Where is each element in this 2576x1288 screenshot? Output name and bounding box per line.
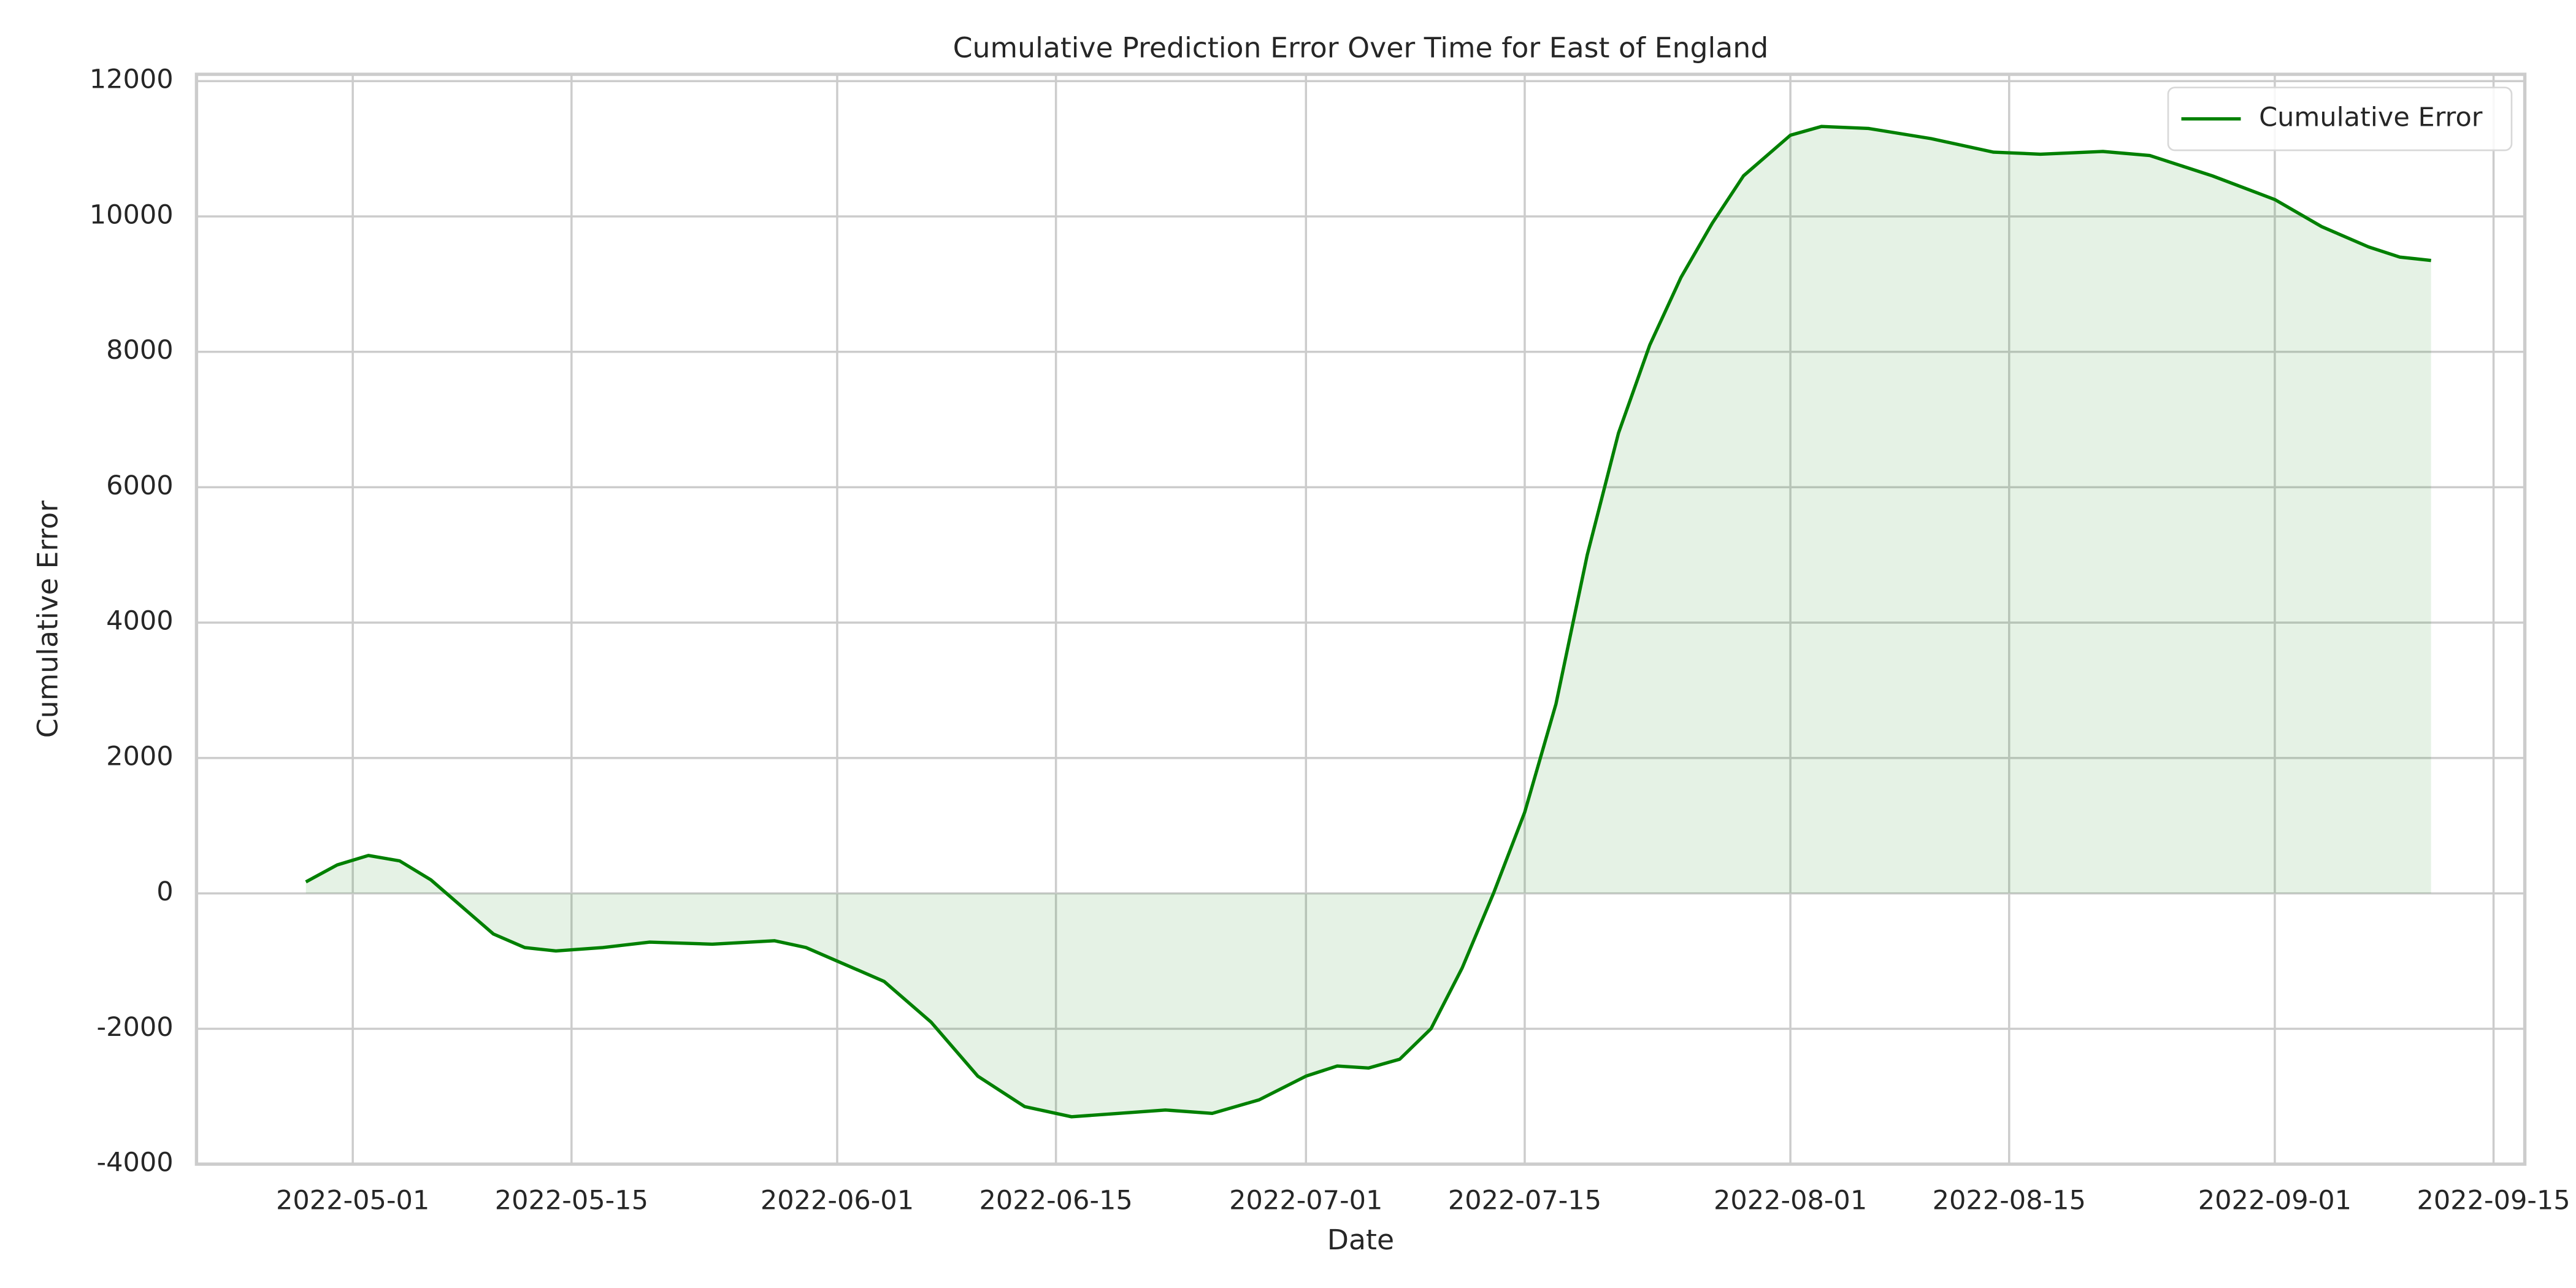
x-tick-label: 2022-05-01: [276, 1186, 429, 1216]
area-fill: [305, 126, 2431, 1117]
chart-title: Cumulative Prediction Error Over Time fo…: [953, 31, 1769, 64]
y-tick-label: 10000: [90, 199, 174, 230]
x-tick-label: 2022-09-01: [2198, 1186, 2352, 1216]
y-tick-label: -2000: [97, 1012, 174, 1043]
y-tick-label: 2000: [106, 741, 174, 772]
y-tick-label: 4000: [106, 606, 174, 637]
plot-frame: [194, 72, 2527, 1166]
x-axis-label: Date: [1327, 1224, 1394, 1256]
x-tick-label: 2022-06-01: [761, 1186, 914, 1216]
x-tick-label: 2022-06-15: [979, 1186, 1133, 1216]
y-tick-label: 12000: [90, 64, 174, 95]
legend-box: [2167, 86, 2513, 151]
x-tick-label: 2022-08-01: [1714, 1186, 1867, 1216]
x-tick-label: 2022-07-15: [1448, 1186, 1601, 1216]
x-tick-label: 2022-07-01: [1229, 1186, 1382, 1216]
line: [305, 125, 2431, 1119]
legend: Cumulative Error: [2167, 86, 2513, 151]
x-tick-label: 2022-08-15: [1933, 1186, 2086, 1216]
legend-label: Cumulative Error: [2259, 102, 2483, 132]
y-tick-label: 0: [156, 876, 173, 907]
y-tick-label: 8000: [106, 335, 174, 366]
x-tick-label: 2022-09-15: [2417, 1186, 2570, 1216]
x-tick-label: 2022-05-15: [495, 1186, 648, 1216]
y-tick-label: 6000: [106, 470, 174, 501]
y-axis-label: Cumulative Error: [31, 500, 64, 738]
y-tick-label: -4000: [97, 1148, 174, 1178]
